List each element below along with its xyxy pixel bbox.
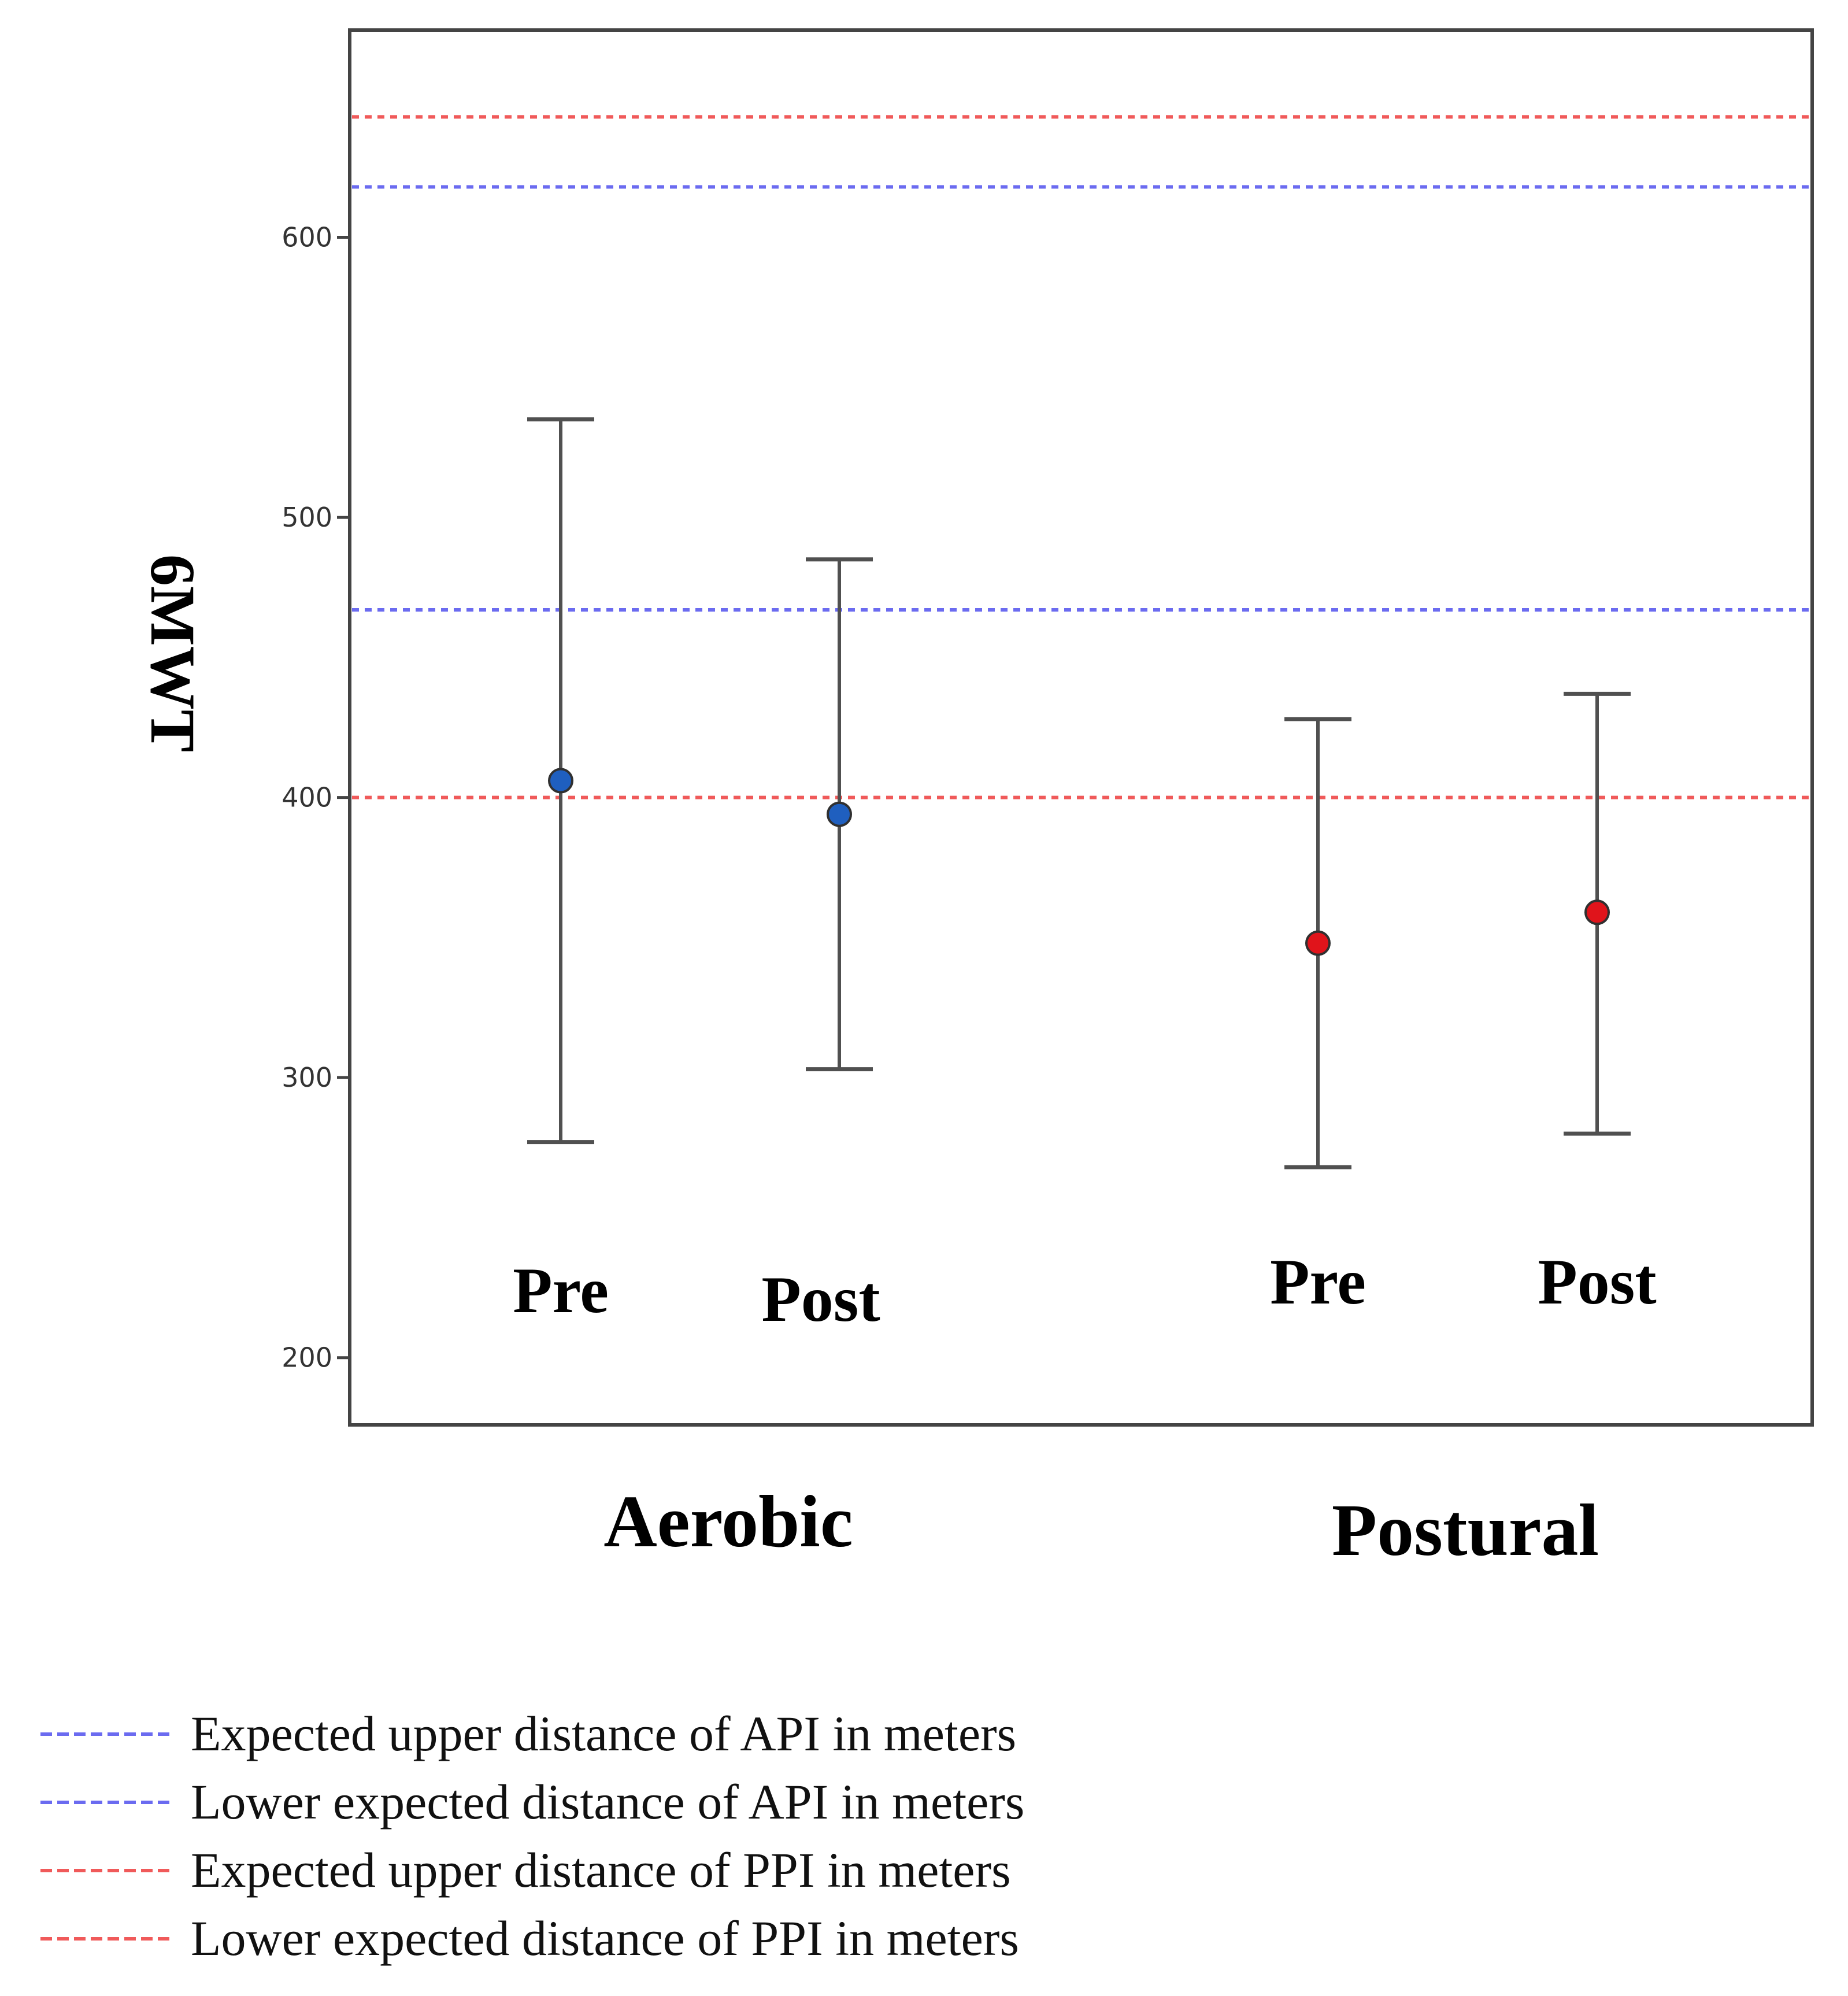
category-label: Post — [761, 1264, 880, 1335]
mean-point — [1305, 930, 1331, 956]
y-tick-label: 200 — [282, 1342, 332, 1373]
legend-label: Expected upper distance of API in meters — [191, 1706, 1016, 1761]
mean-point — [548, 768, 573, 794]
group-label: Aerobic — [603, 1480, 853, 1562]
group-label: Postural — [1332, 1489, 1599, 1571]
y-axis: 200 300 400 500 600 — [282, 222, 350, 1373]
y-tick-label: 600 — [282, 222, 332, 253]
plot-frame — [348, 28, 1814, 1427]
legend: Expected upper distance of API in meters… — [40, 1706, 1024, 1966]
y-tick-label: 500 — [282, 502, 332, 533]
group-labels: Aerobic Postural — [603, 1480, 1599, 1571]
mean-point — [1584, 899, 1610, 925]
error-bars — [527, 417, 1631, 1169]
category-label: Pre — [1270, 1246, 1366, 1318]
mean-point — [827, 801, 852, 827]
legend-label: Lower expected distance of PPI in meters — [191, 1910, 1019, 1966]
legend-label: Lower expected distance of API in meters — [191, 1774, 1024, 1830]
category-labels: Pre Post Pre Post — [513, 1246, 1657, 1335]
y-axis-label: 6MWT — [138, 554, 208, 752]
y-tick-label: 400 — [282, 782, 332, 813]
reference-lines — [352, 115, 1810, 799]
legend-label: Expected upper distance of PPI in meters — [191, 1842, 1011, 1898]
category-label: Post — [1538, 1246, 1656, 1318]
category-label: Pre — [513, 1255, 609, 1327]
y-tick-label: 300 — [282, 1062, 332, 1093]
